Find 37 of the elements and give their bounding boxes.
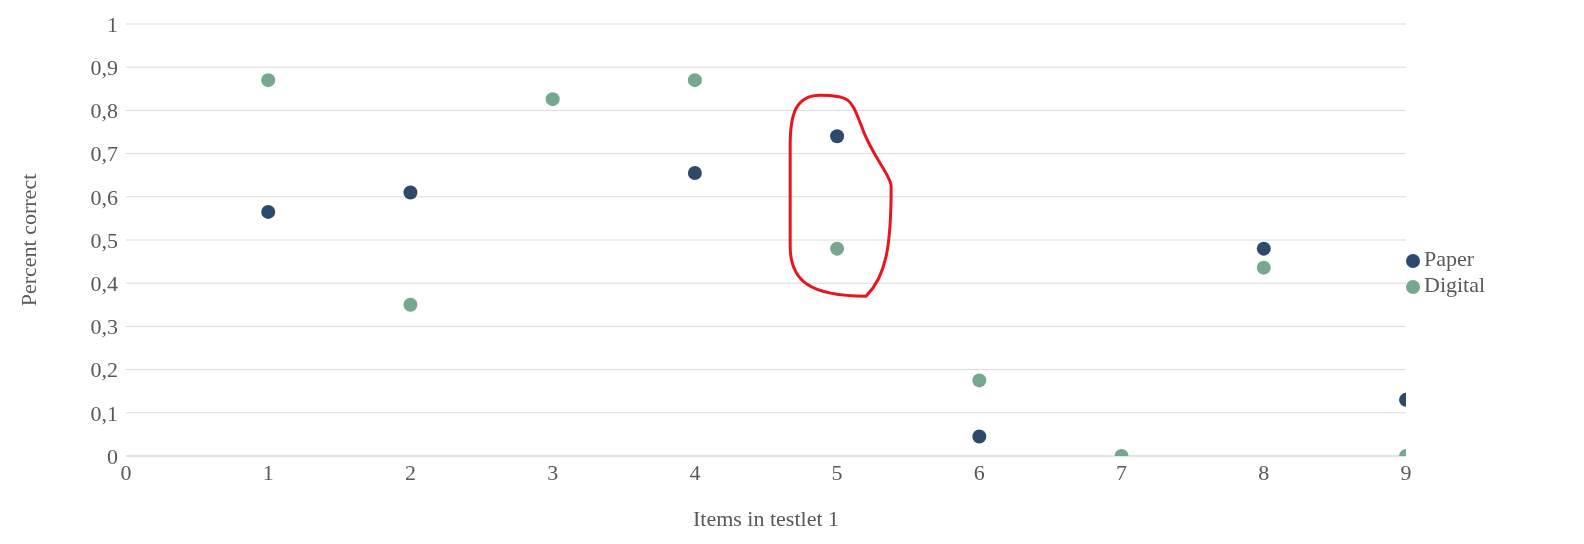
point [1256, 260, 1271, 275]
point [403, 297, 418, 312]
point [261, 204, 276, 219]
y-tick-label: 0,3 [90, 314, 118, 340]
point [687, 73, 702, 88]
y-tick-label: 0,4 [90, 271, 118, 297]
x-tick-label: 4 [689, 459, 701, 485]
y-tick-label: 0,9 [90, 55, 118, 81]
point [972, 373, 987, 388]
x-tick-label: 5 [831, 459, 843, 485]
point [403, 185, 418, 200]
y-tick-label: 1 [107, 11, 118, 37]
y-tick-label: 0 [107, 443, 118, 469]
legend-label: Digital [1424, 272, 1486, 297]
point [972, 429, 987, 444]
x-axis-title: Items in testlet 1 [692, 506, 840, 531]
x-tick-label: 2 [404, 459, 416, 485]
x-tick-label: 6 [973, 459, 985, 485]
x-tick-label: 7 [1116, 459, 1128, 485]
y-tick-label: 0,7 [90, 141, 118, 167]
point [830, 241, 845, 256]
point [1256, 241, 1271, 256]
x-tick-label: 9 [1400, 459, 1412, 485]
point [545, 92, 560, 107]
y-tick-label: 0,2 [90, 357, 118, 383]
point [687, 166, 702, 181]
x-tick-label: 1 [262, 459, 274, 485]
y-tick-label: 0,6 [90, 184, 118, 210]
y-tick-label: 0,1 [90, 400, 118, 426]
legend-label: Paper [1424, 246, 1475, 271]
x-tick-label: 8 [1258, 459, 1270, 485]
y-tick-label: 0,8 [90, 98, 118, 124]
y-tick-label: 0,5 [90, 227, 118, 253]
point [830, 129, 845, 144]
y-axis-title: Percent correct [15, 173, 41, 307]
x-tick-label: 3 [547, 459, 559, 485]
point [261, 73, 276, 88]
